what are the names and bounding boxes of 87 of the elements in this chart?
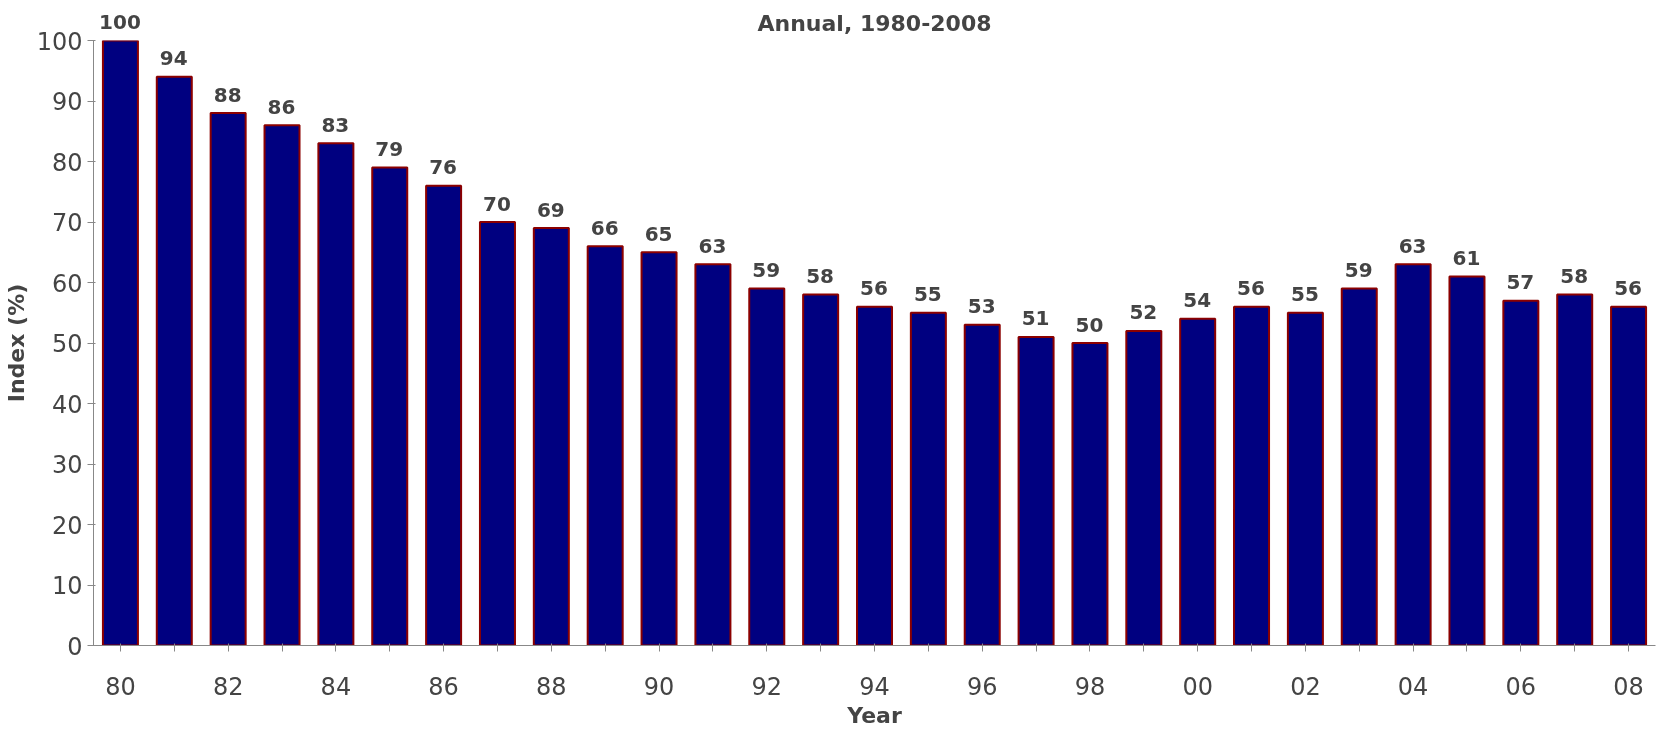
x-tick-label: 82 <box>212 672 244 701</box>
bar <box>1340 287 1378 646</box>
data-label: 63 <box>698 233 727 258</box>
y-tick-label: 100 <box>36 27 83 56</box>
bar <box>155 75 193 646</box>
x-tick-label: 88 <box>536 672 567 701</box>
data-label: 79 <box>375 137 404 162</box>
bar <box>1502 299 1540 646</box>
data-label: 57 <box>1506 270 1535 295</box>
data-label: 56 <box>1237 276 1265 301</box>
x-tick-label: 00 <box>1182 672 1213 701</box>
x-tick-label: 86 <box>428 672 459 701</box>
data-label: 50 <box>1075 312 1104 337</box>
bar <box>532 227 570 646</box>
data-label: 59 <box>752 258 781 283</box>
bar <box>963 323 1001 646</box>
data-label: 53 <box>967 294 996 319</box>
data-label: 55 <box>1290 282 1319 307</box>
data-label: 51 <box>1021 306 1050 331</box>
data-label: 83 <box>321 112 350 137</box>
x-tick-label: 80 <box>105 672 136 701</box>
data-label: 70 <box>483 191 511 216</box>
data-label: 94 <box>159 46 188 71</box>
data-label: 66 <box>590 215 619 240</box>
x-tick-label: 04 <box>1397 672 1429 701</box>
data-label: 58 <box>806 264 835 289</box>
y-tick-label: 10 <box>51 572 83 600</box>
bar <box>909 311 947 646</box>
bar <box>1556 293 1594 646</box>
bar <box>586 245 624 646</box>
bar <box>802 293 840 646</box>
bar <box>1394 263 1432 646</box>
y-tick-label: 60 <box>51 269 83 298</box>
y-tick-label: 40 <box>51 390 83 419</box>
data-label: 55 <box>913 282 942 307</box>
bar <box>1233 305 1271 646</box>
bar <box>1017 335 1055 646</box>
y-tick-label: 30 <box>51 451 83 479</box>
y-tick-label: 90 <box>51 88 83 116</box>
bar <box>1610 305 1648 646</box>
bar <box>1125 329 1163 646</box>
data-label: 58 <box>1560 264 1589 289</box>
bar <box>855 305 894 646</box>
data-label: 56 <box>860 276 888 301</box>
data-label: 76 <box>429 155 458 180</box>
data-label: 59 <box>1344 258 1373 283</box>
x-tick-label: 06 <box>1505 672 1537 701</box>
data-label: 88 <box>213 82 242 107</box>
bar <box>1179 317 1217 646</box>
x-axis-title: Year <box>846 702 902 728</box>
y-tick-label: 70 <box>51 209 83 237</box>
data-label: 63 <box>1398 233 1427 258</box>
y-tick-label: 50 <box>51 330 83 358</box>
bar <box>1286 311 1324 646</box>
bar <box>209 112 247 646</box>
y-tick-label: 80 <box>51 148 83 177</box>
y-tick-label: 0 <box>67 632 83 661</box>
x-tick-label: 96 <box>966 672 998 701</box>
x-tick-label: 90 <box>643 672 675 701</box>
bar <box>640 251 678 646</box>
data-label: 54 <box>1183 288 1212 313</box>
data-label: 69 <box>536 197 565 222</box>
x-tick-label: 94 <box>859 672 890 701</box>
chart-title: Annual, 1980-2008 <box>757 10 992 36</box>
bar <box>478 221 516 646</box>
bar <box>1071 342 1109 646</box>
bar <box>694 263 732 646</box>
x-tick-label: 92 <box>751 672 783 701</box>
x-tick-label: 98 <box>1074 672 1106 701</box>
bar <box>317 142 355 646</box>
bar <box>425 184 463 646</box>
y-axis-title: Index (%) <box>3 283 29 403</box>
data-label: 52 <box>1129 300 1158 325</box>
data-label: 56 <box>1614 276 1642 301</box>
data-label: 65 <box>644 221 673 246</box>
bar <box>748 287 786 646</box>
bar <box>263 124 301 646</box>
y-tick-label: 20 <box>51 511 83 540</box>
x-tick-label: 02 <box>1290 672 1321 701</box>
x-tick-label: 08 <box>1613 672 1644 701</box>
bar <box>371 166 409 646</box>
x-tick-label: 84 <box>320 672 352 701</box>
bar <box>101 40 139 646</box>
data-label: 61 <box>1452 245 1481 270</box>
data-label: 100 <box>99 10 141 34</box>
bar <box>1448 275 1486 646</box>
data-label: 86 <box>267 94 296 119</box>
